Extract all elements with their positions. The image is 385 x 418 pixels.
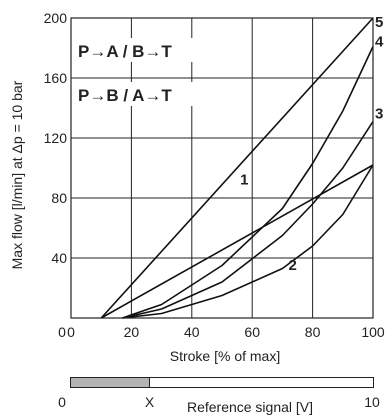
signal-max-label: 10: [364, 394, 380, 410]
y-tick-label-80: 80: [51, 190, 67, 206]
plot-frame: [70, 17, 374, 319]
annotation-pba: P→B / A→T: [78, 86, 172, 105]
y-tick-label-160: 160: [44, 70, 68, 86]
y-axis-title: Max flow [l/min] at Δp = 10 bar: [9, 80, 25, 269]
plot-border: [70, 17, 374, 319]
x-tick-label-60: 60: [244, 324, 260, 340]
y-tick-label-0: 0: [58, 324, 66, 340]
signal-scale-bar: [70, 377, 374, 388]
x-tick-label-0: 0: [67, 324, 75, 340]
flow-curves: [100, 17, 374, 319]
legend-box-1: P→A / B→T: [74, 38, 196, 62]
annotation-pab: P→A / B→T: [78, 42, 172, 61]
curve-3: [122, 121, 374, 319]
y-tick-label-200: 200: [44, 10, 68, 26]
signal-fill: [71, 378, 150, 387]
x-tick-label-100: 100: [361, 324, 385, 340]
curve-label-4: 4: [375, 34, 384, 51]
signal-min-label: 0: [58, 394, 66, 410]
reference-signal-scale: 0 X 10 Reference signal [V]: [58, 377, 380, 415]
curve-2: [122, 164, 374, 319]
curve-1: [100, 164, 374, 319]
y-tick-label-40: 40: [51, 250, 67, 266]
tick-labels: 0 20 40 60 80 100 0 40 80 120 160 200: [44, 10, 385, 340]
legend-bg-1: [74, 38, 196, 62]
curve-label-5: 5: [375, 14, 383, 31]
curve-label-2: 2: [288, 257, 296, 274]
x-tick-label-20: 20: [124, 324, 140, 340]
x-tick-label-80: 80: [305, 324, 321, 340]
x-tick-label-40: 40: [184, 324, 200, 340]
curve-4: [122, 46, 374, 319]
curve-label-3: 3: [375, 106, 383, 123]
legend-bg-2: [74, 82, 196, 106]
y-tick-label-120: 120: [44, 130, 68, 146]
x-axis-title: Stroke [% of max]: [170, 348, 280, 364]
curve-labels: 1 2 3 4 5: [240, 14, 384, 274]
legend-annotations: P→A / B→T P→B / A→T: [74, 38, 196, 106]
legend-box-2: P→B / A→T: [74, 82, 196, 106]
curve-label-1: 1: [240, 172, 248, 189]
grid: [71, 18, 373, 318]
signal-axis-title: Reference signal [V]: [187, 399, 313, 415]
curve-5: [100, 17, 374, 319]
signal-marker-label: X: [145, 394, 155, 410]
